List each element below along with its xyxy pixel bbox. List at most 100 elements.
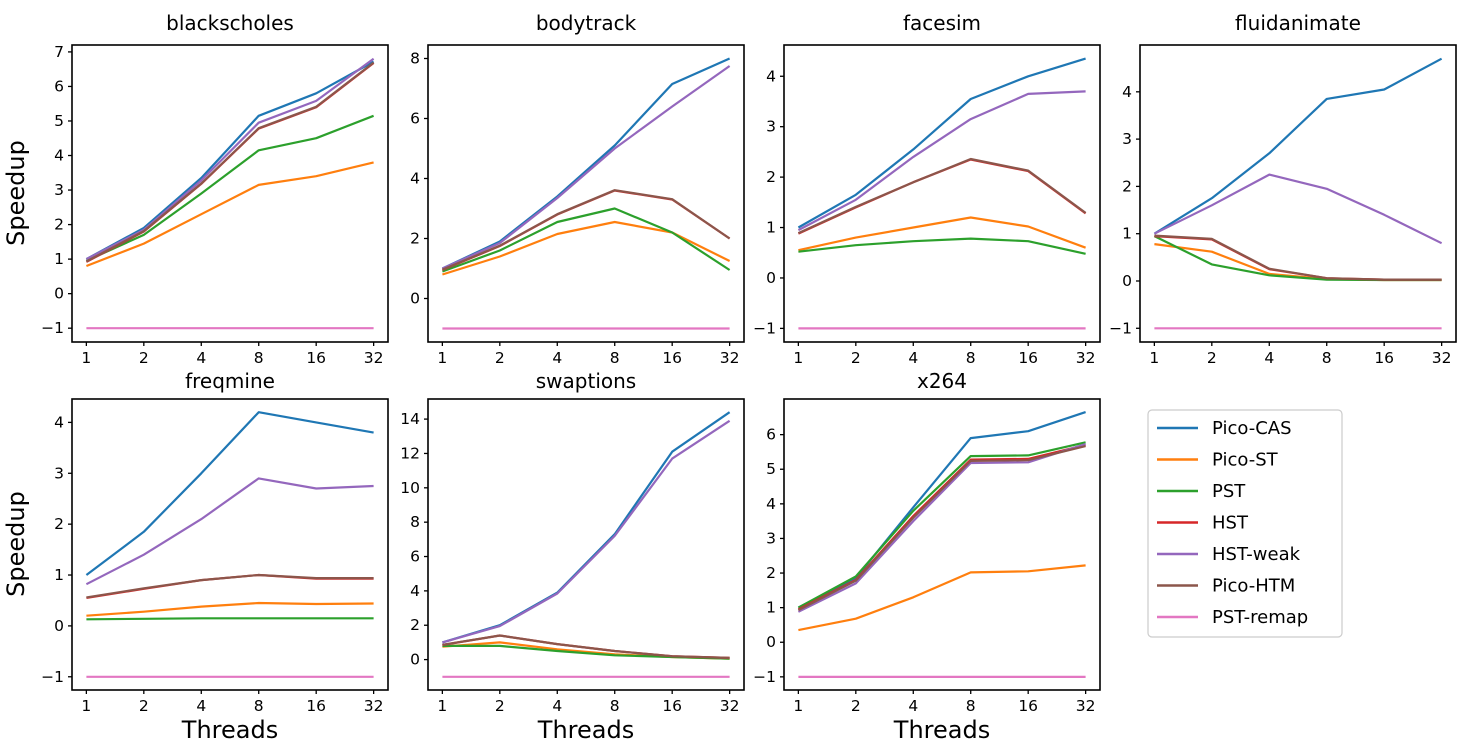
y-tick-label: 4	[410, 170, 420, 188]
line-Pico-ST	[798, 216, 1086, 252]
subplot-facesim: facesim −1 0 1 2 3 4 1 2 4 8 16 32	[753, 11, 1101, 367]
line-PST	[86, 617, 374, 621]
x-tick-label: 1	[793, 349, 803, 367]
y-tick-label: 4	[410, 582, 420, 600]
y-tick-label: 4	[766, 67, 776, 85]
y-tick-label: 12	[400, 444, 420, 462]
x-tick-label: 8	[254, 697, 264, 715]
subplot-x264: x264 −1 0 1 2 3 4 5 6 1 2 4 8 16 32 Threads	[753, 369, 1101, 744]
legend-label: Pico-CAS	[1212, 418, 1292, 439]
x-axis-label: Threads	[537, 716, 634, 744]
line-PST	[798, 237, 1086, 255]
y-tick-label: 1	[54, 566, 64, 584]
y-tick-label: 5	[54, 112, 64, 130]
y-tick-label: −1	[41, 319, 64, 337]
subplot-title: freqmine	[185, 369, 275, 393]
y-tick-label: 4	[1122, 83, 1132, 101]
x-tick-label: 1	[437, 697, 447, 715]
x-tick-label: 16	[662, 697, 682, 715]
y-tick-label: 4	[54, 413, 64, 431]
line-Pico-CAS	[442, 411, 731, 644]
axes-frame	[783, 398, 1101, 691]
x-tick-label: 8	[254, 349, 264, 367]
x-tick-label: 8	[610, 697, 620, 715]
legend-item-Pico-HTM: Pico-HTM	[1157, 576, 1295, 597]
y-tick-label: 0	[54, 617, 64, 635]
y-tick-label: 0	[410, 290, 420, 308]
x-tick-label: 16	[1018, 349, 1038, 367]
y-tick-label: 3	[766, 118, 776, 136]
line-Pico-CAS	[85, 411, 374, 576]
subplot-freqmine: freqmine −1 0 1 2 3 4 1 2 4 8 16 32 Threads	[41, 369, 389, 744]
line-PST	[85, 114, 374, 262]
y-axis-label: Speedup	[2, 491, 30, 597]
line-Pico-CAS	[1153, 57, 1443, 235]
x-tick-label: 2	[495, 349, 505, 367]
y-tick-label: 3	[1122, 130, 1132, 148]
x-tick-label: 32	[1432, 349, 1452, 367]
x-tick-label: 2	[851, 697, 861, 715]
x-tick-label: 1	[1149, 349, 1159, 367]
legend-label: PST	[1212, 481, 1246, 502]
x-tick-label: 2	[139, 697, 149, 715]
series-lines	[85, 57, 375, 330]
x-tick-label: 4	[1264, 349, 1274, 367]
line-HST-weak	[1153, 173, 1443, 245]
y-tick-label: 1	[54, 250, 64, 268]
line-HST-weak	[85, 477, 374, 586]
x-tick-label: 8	[1322, 349, 1332, 367]
line-Pico-HTM	[797, 157, 1087, 235]
line-Pico-HTM	[86, 573, 374, 599]
y-tick-label: 3	[766, 529, 776, 547]
line-Pico-ST	[798, 564, 1086, 632]
legend-label: Pico-HTM	[1212, 576, 1295, 597]
x-tick-label: 8	[610, 349, 620, 367]
y-tick-label: 8	[410, 50, 420, 68]
line-Pico-HTM	[1154, 234, 1442, 281]
x-tick-label: 8	[966, 697, 976, 715]
subplot-fluidanimate: fluidanimate −1 0 1 2 3 4 1 2 4 8 16 32	[1109, 11, 1457, 367]
line-HST-weak	[442, 419, 731, 644]
legend-item-HST: HST	[1157, 513, 1249, 534]
legend-item-PST-remap: PST-remap	[1157, 607, 1308, 628]
x-tick-label: 8	[966, 349, 976, 367]
legend-label: HST-weak	[1212, 544, 1301, 565]
y-ticks: −1 0 1 2 3 4 5 6 7	[41, 43, 72, 337]
x-tick-label: 16	[1374, 349, 1394, 367]
x-ticks: 1 2 4 8 16 32	[437, 690, 740, 715]
axes-frame	[71, 398, 389, 691]
y-tick-label: 6	[766, 426, 776, 444]
x-ticks: 1 2 4 8 16 32	[793, 342, 1096, 367]
line-HST	[85, 62, 375, 263]
y-tick-label: 0	[410, 651, 420, 669]
x-axis-label: Threads	[893, 716, 990, 744]
subplot-title: bodytrack	[536, 11, 637, 35]
subplot-blackscholes: blackscholes −1 0 1 2 3 4 5 6 7 1 2 4 8 16 32	[41, 11, 389, 367]
legend-frame	[1147, 409, 1343, 638]
line-Pico-CAS	[85, 60, 375, 261]
line-PST	[442, 207, 731, 273]
y-tick-label: −1	[753, 319, 776, 337]
y-tick-label: 4	[766, 495, 776, 513]
x-tick-label: 2	[1207, 349, 1217, 367]
x-tick-label: 1	[793, 697, 803, 715]
x-tick-label: 16	[1018, 697, 1038, 715]
x-tick-label: 1	[437, 349, 447, 367]
x-tick-label: 4	[552, 697, 562, 715]
line-Pico-HTM	[85, 61, 375, 263]
y-tick-label: 2	[54, 216, 64, 234]
x-tick-label: 1	[81, 697, 91, 715]
x-tick-label: 16	[306, 697, 326, 715]
y-tick-label: 1	[766, 599, 776, 617]
x-tick-label: 32	[1076, 349, 1096, 367]
y-tick-label: 0	[54, 285, 64, 303]
legend-label: Pico-ST	[1212, 450, 1279, 471]
subplot-title: facesim	[903, 11, 981, 35]
y-tick-label: 0	[766, 269, 776, 287]
y-tick-label: 7	[54, 43, 64, 61]
x-tick-label: 4	[196, 697, 206, 715]
x-axis-label: Threads	[181, 716, 278, 744]
line-Pico-CAS	[441, 57, 731, 270]
x-ticks: 1 2 4 8 16 32	[793, 690, 1096, 715]
